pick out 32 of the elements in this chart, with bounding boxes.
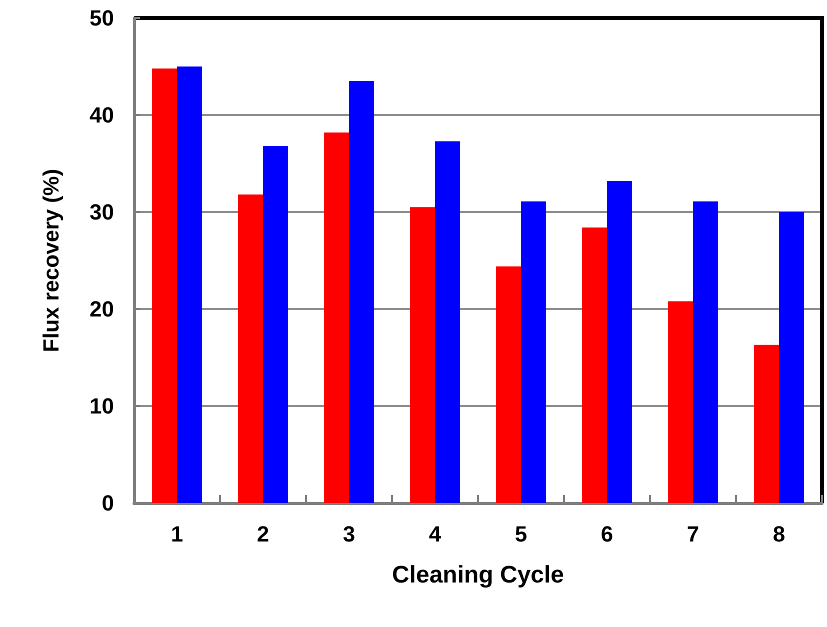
x-tick-label: 5	[514, 522, 528, 546]
bar	[177, 66, 202, 503]
bar	[607, 180, 632, 503]
x-tick-label: 8	[772, 522, 786, 546]
bar	[410, 207, 435, 503]
bar	[324, 132, 349, 503]
x-tick-label: 1	[170, 522, 184, 546]
bar	[521, 201, 546, 503]
bar	[754, 344, 779, 503]
bar	[435, 141, 460, 503]
bar	[496, 266, 521, 503]
y-tick-label: 30	[90, 200, 114, 224]
y-tick-label: 0	[102, 490, 114, 516]
y-tick-label: 20	[90, 296, 114, 322]
bar	[263, 146, 288, 503]
bar	[668, 301, 693, 503]
y-tick-label: 50	[90, 6, 114, 30]
x-tick-label: 6	[600, 522, 614, 546]
x-tick-label: 7	[686, 522, 700, 546]
bar	[349, 81, 374, 503]
x-axis-title: Cleaning Cycle	[392, 562, 564, 588]
x-tick-label: 2	[256, 522, 270, 546]
x-tick-label: 3	[342, 522, 356, 546]
y-axis-title: Flux recovery (%)	[38, 168, 64, 352]
x-tick-label: 4	[428, 522, 442, 546]
y-tick-label: 40	[90, 102, 114, 128]
bar	[238, 194, 263, 503]
bar	[582, 228, 607, 503]
bar	[693, 201, 718, 503]
bar	[152, 68, 177, 503]
bar	[779, 212, 804, 503]
y-tick-label: 10	[90, 394, 114, 418]
